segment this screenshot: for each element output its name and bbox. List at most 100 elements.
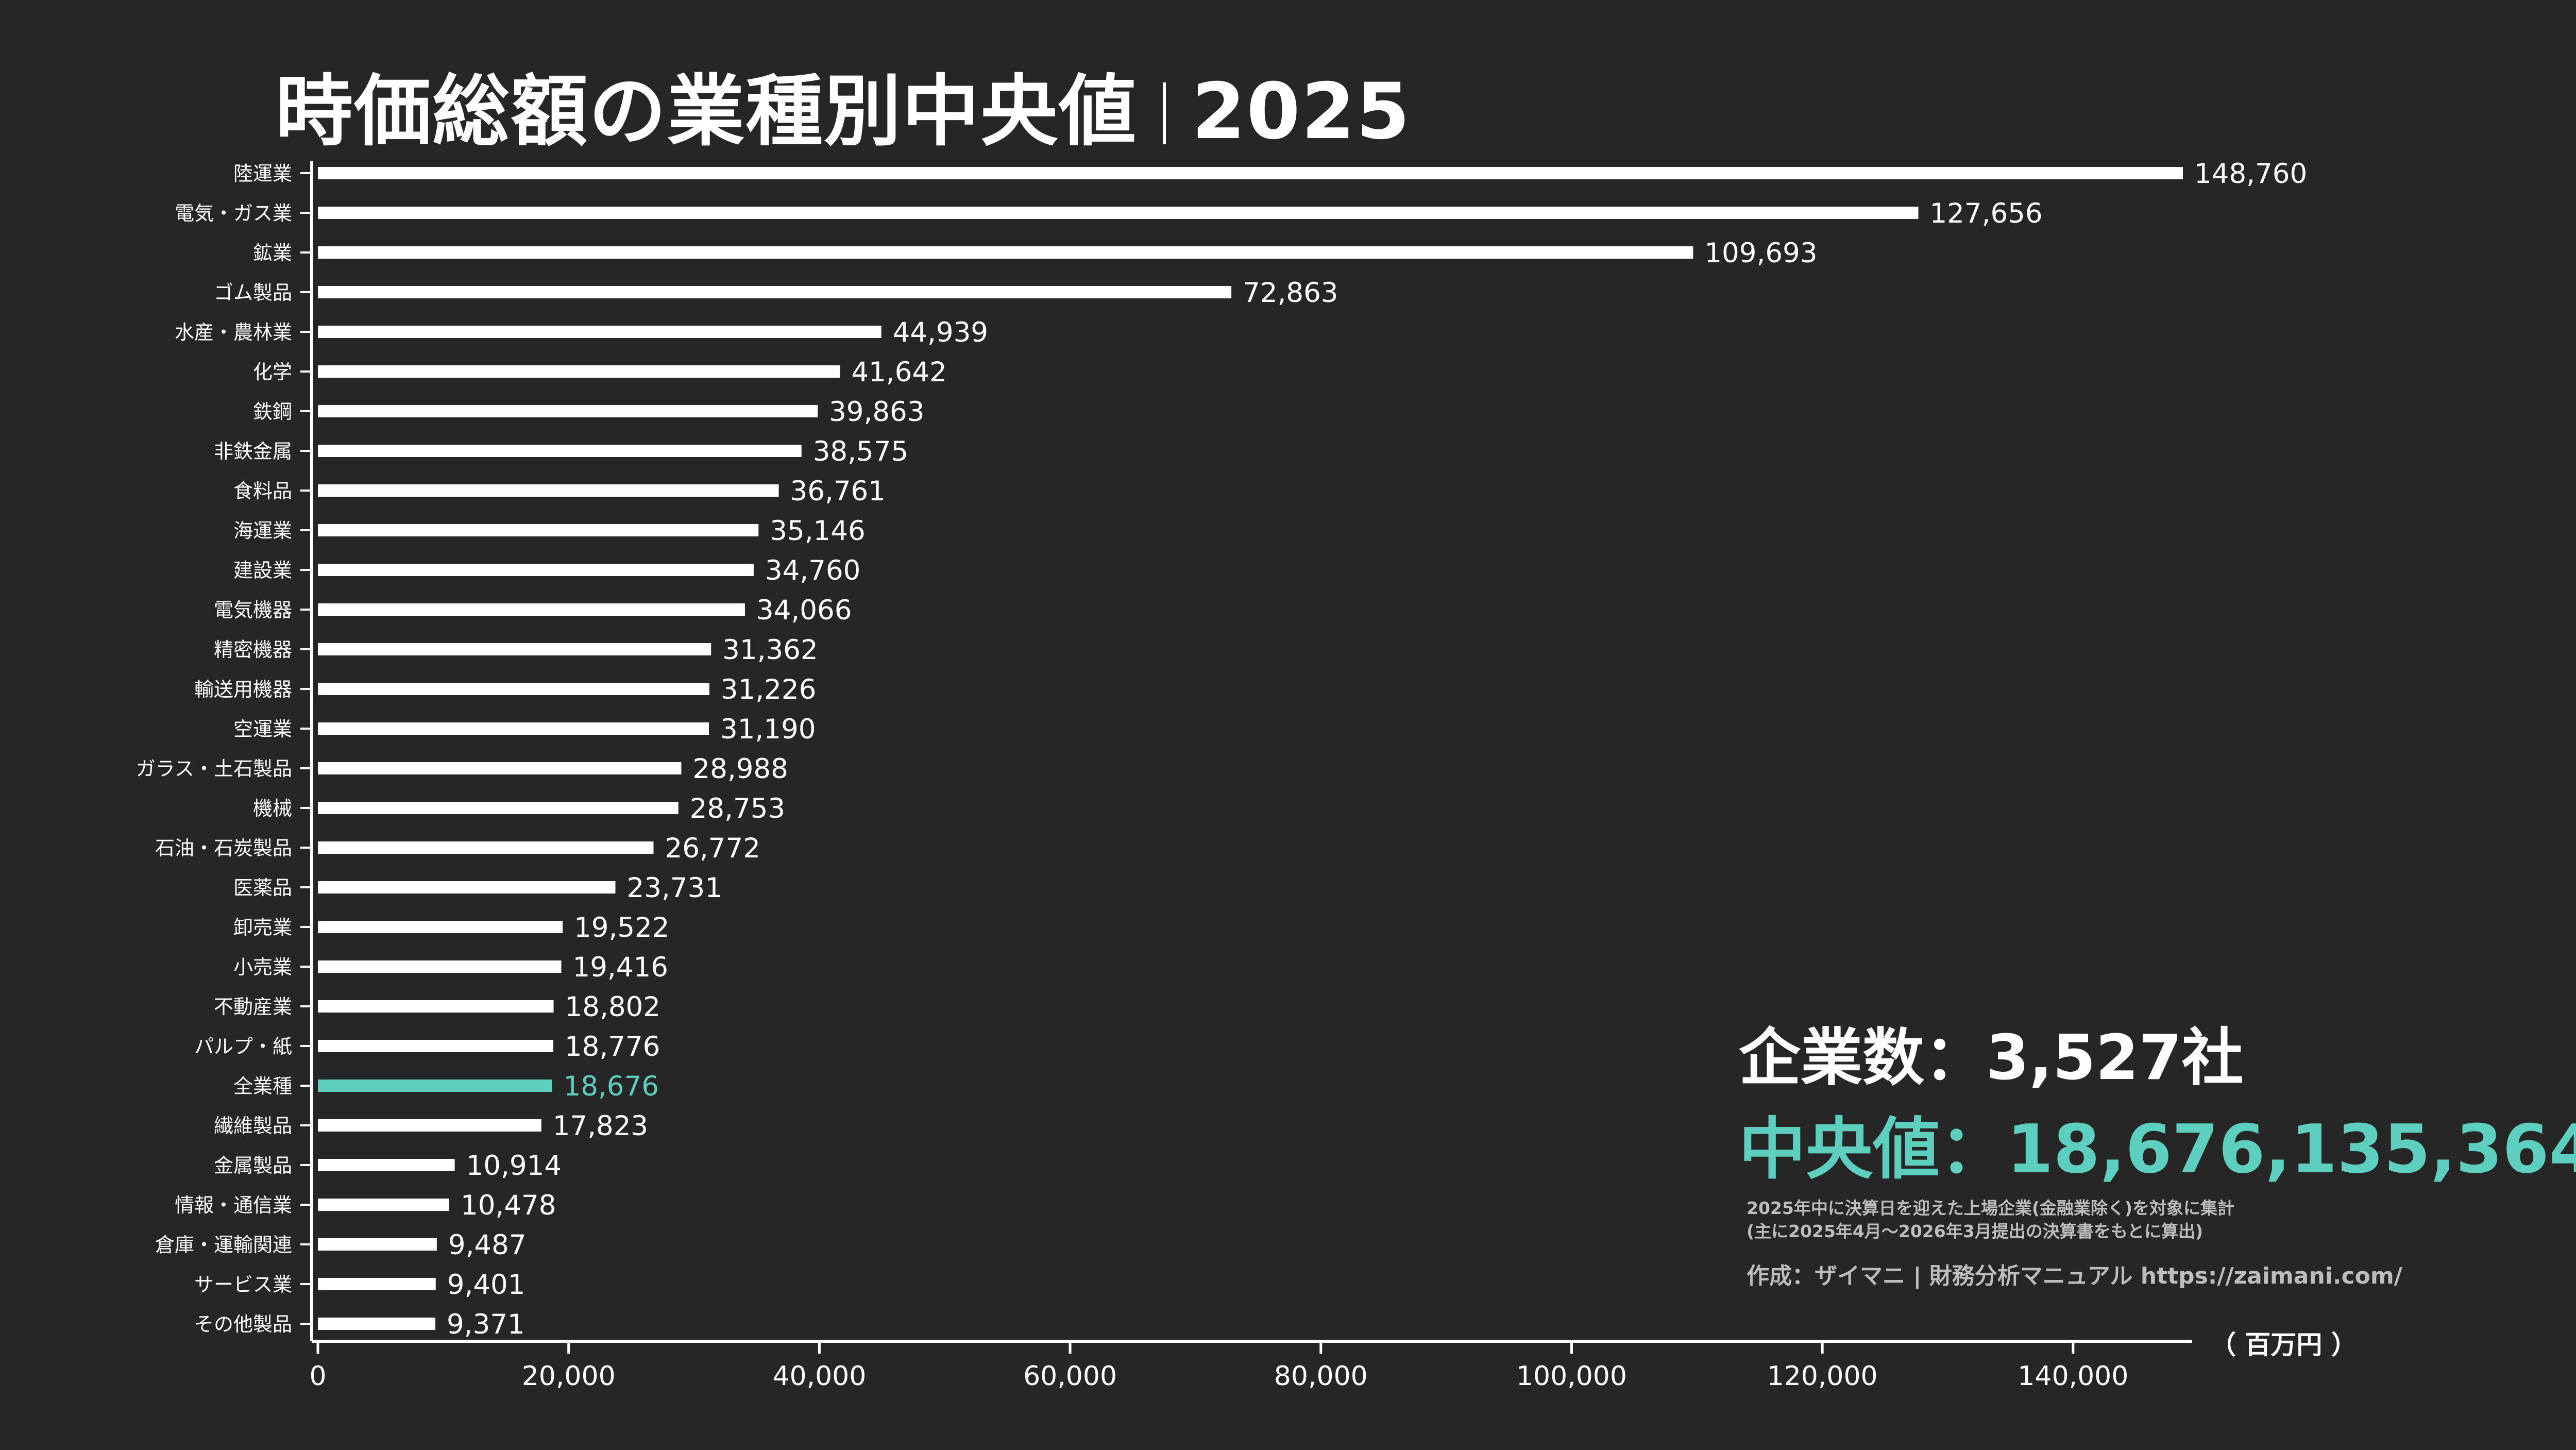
bar xyxy=(318,683,709,695)
category-label: 石油・石炭製品 xyxy=(155,837,292,859)
value-label: 19,522 xyxy=(574,912,669,943)
category-label: 卸売業 xyxy=(233,916,292,939)
category-label: 陸運業 xyxy=(233,162,292,185)
bar xyxy=(318,1278,436,1290)
category-label: サービス業 xyxy=(194,1273,292,1296)
bar xyxy=(318,1318,436,1330)
category-label: 情報・通信業 xyxy=(175,1194,292,1217)
category-label: 機械 xyxy=(253,797,292,820)
credit-text: 作成：ザイマニ | 財務分析マニュアル https://zaimani.com/ xyxy=(1747,1263,2402,1289)
bar xyxy=(318,762,682,774)
value-label: 127,656 xyxy=(1929,198,2042,229)
bar xyxy=(318,365,840,378)
value-label: 31,362 xyxy=(722,634,818,666)
category-label: 鉄鋼 xyxy=(253,400,292,423)
chart-title-block: 時価総額の業種別中央値 2025 xyxy=(276,49,1411,161)
bar xyxy=(318,960,562,973)
bar xyxy=(318,1000,554,1013)
category-label: その他製品 xyxy=(194,1313,292,1336)
bar xyxy=(318,246,1693,259)
category-label: ゴム製品 xyxy=(214,281,292,304)
bar xyxy=(318,207,1919,219)
category-label: ガラス・土石製品 xyxy=(136,757,292,780)
x-tick-label: 140,000 xyxy=(2018,1361,2128,1392)
value-label: 19,416 xyxy=(572,952,668,983)
bar xyxy=(318,286,1232,298)
category-label: 空運業 xyxy=(233,718,292,740)
x-tick-label: 100,000 xyxy=(1516,1361,1627,1392)
value-label: 28,988 xyxy=(692,753,788,785)
value-label: 17,823 xyxy=(553,1110,648,1142)
value-label: 34,066 xyxy=(756,595,852,626)
value-label: 18,776 xyxy=(565,1031,660,1063)
category-label: 金属製品 xyxy=(214,1154,292,1177)
category-label: 医薬品 xyxy=(233,876,292,899)
note-line-2: (主に2025年4月〜2026年3月提出の決算書をもとに算出) xyxy=(1747,1221,2204,1241)
x-tick-label: 0 xyxy=(309,1361,326,1392)
category-label: パルプ・紙 xyxy=(194,1035,292,1058)
bar-highlight xyxy=(318,1080,552,1092)
value-label: 34,760 xyxy=(765,555,860,586)
category-label: 精密機器 xyxy=(214,638,292,661)
value-label: 44,939 xyxy=(893,317,988,348)
value-label: 39,863 xyxy=(829,396,924,428)
category-label: 非鉄金属 xyxy=(214,440,292,463)
x-tick-label: 20,000 xyxy=(522,1361,616,1392)
value-label: 36,761 xyxy=(790,476,886,507)
value-label: 31,226 xyxy=(721,674,816,705)
category-label: 輸送用機器 xyxy=(194,678,292,701)
bar xyxy=(318,802,679,814)
company-count: 企業数：3,527社 xyxy=(1739,1022,2244,1094)
bar xyxy=(318,643,711,655)
category-label: 食料品 xyxy=(233,480,292,502)
value-label: 18,802 xyxy=(565,991,660,1023)
value-label: 9,371 xyxy=(447,1309,525,1340)
value-label: 38,575 xyxy=(813,436,908,467)
value-label: 26,772 xyxy=(665,833,760,864)
chart-title: 時価総額の業種別中央値 xyxy=(276,67,1138,157)
bar xyxy=(318,326,882,338)
bar xyxy=(318,1199,449,1211)
value-label: 23,731 xyxy=(626,872,722,904)
value-label: 35,146 xyxy=(770,515,865,547)
x-tick-label: 80,000 xyxy=(1274,1361,1368,1392)
bar xyxy=(318,1238,437,1251)
bar xyxy=(318,484,779,497)
category-label: 倉庫・運輸関連 xyxy=(155,1234,292,1256)
value-label: 41,642 xyxy=(851,357,946,388)
value-label: 31,190 xyxy=(720,714,816,745)
bar xyxy=(318,1159,455,1171)
bar xyxy=(318,405,818,417)
value-label: 28,753 xyxy=(690,793,785,824)
value-label: 148,760 xyxy=(2194,158,2307,190)
bar xyxy=(318,445,802,457)
value-label: 18,676 xyxy=(563,1071,658,1102)
bar xyxy=(318,921,563,933)
value-label: 9,401 xyxy=(447,1269,526,1301)
x-tick-label: 40,000 xyxy=(772,1361,866,1392)
value-label: 72,863 xyxy=(1243,277,1338,309)
title-separator xyxy=(1163,82,1166,144)
note-line-1: 2025年中に決算日を迎えた上場企業(金融業除く)を対象に集計 xyxy=(1747,1198,2235,1218)
category-label: 全業種 xyxy=(233,1075,292,1098)
category-label: 建設業 xyxy=(233,559,292,582)
x-tick-label: 120,000 xyxy=(1767,1361,1878,1392)
value-label: 10,914 xyxy=(466,1150,562,1182)
bar xyxy=(318,524,759,536)
x-tick-label: 60,000 xyxy=(1023,1361,1117,1392)
value-label: 109,693 xyxy=(1704,238,1817,269)
bar xyxy=(318,1119,541,1132)
chart-title-year: 2025 xyxy=(1192,67,1411,157)
value-label: 10,478 xyxy=(461,1190,556,1221)
category-label: 電気機器 xyxy=(214,599,292,621)
unit-label: （ 百万円 ） xyxy=(2210,1330,2357,1360)
category-label: 鉱業 xyxy=(253,242,292,264)
category-label: 水産・農林業 xyxy=(175,321,292,344)
median-value: 中央値：18,676,135,364円 xyxy=(1739,1110,2576,1188)
bar xyxy=(318,603,745,616)
bar xyxy=(318,167,2183,179)
bar xyxy=(318,881,616,893)
category-label: 電気・ガス業 xyxy=(175,202,292,225)
category-label: 不動産業 xyxy=(214,996,292,1018)
